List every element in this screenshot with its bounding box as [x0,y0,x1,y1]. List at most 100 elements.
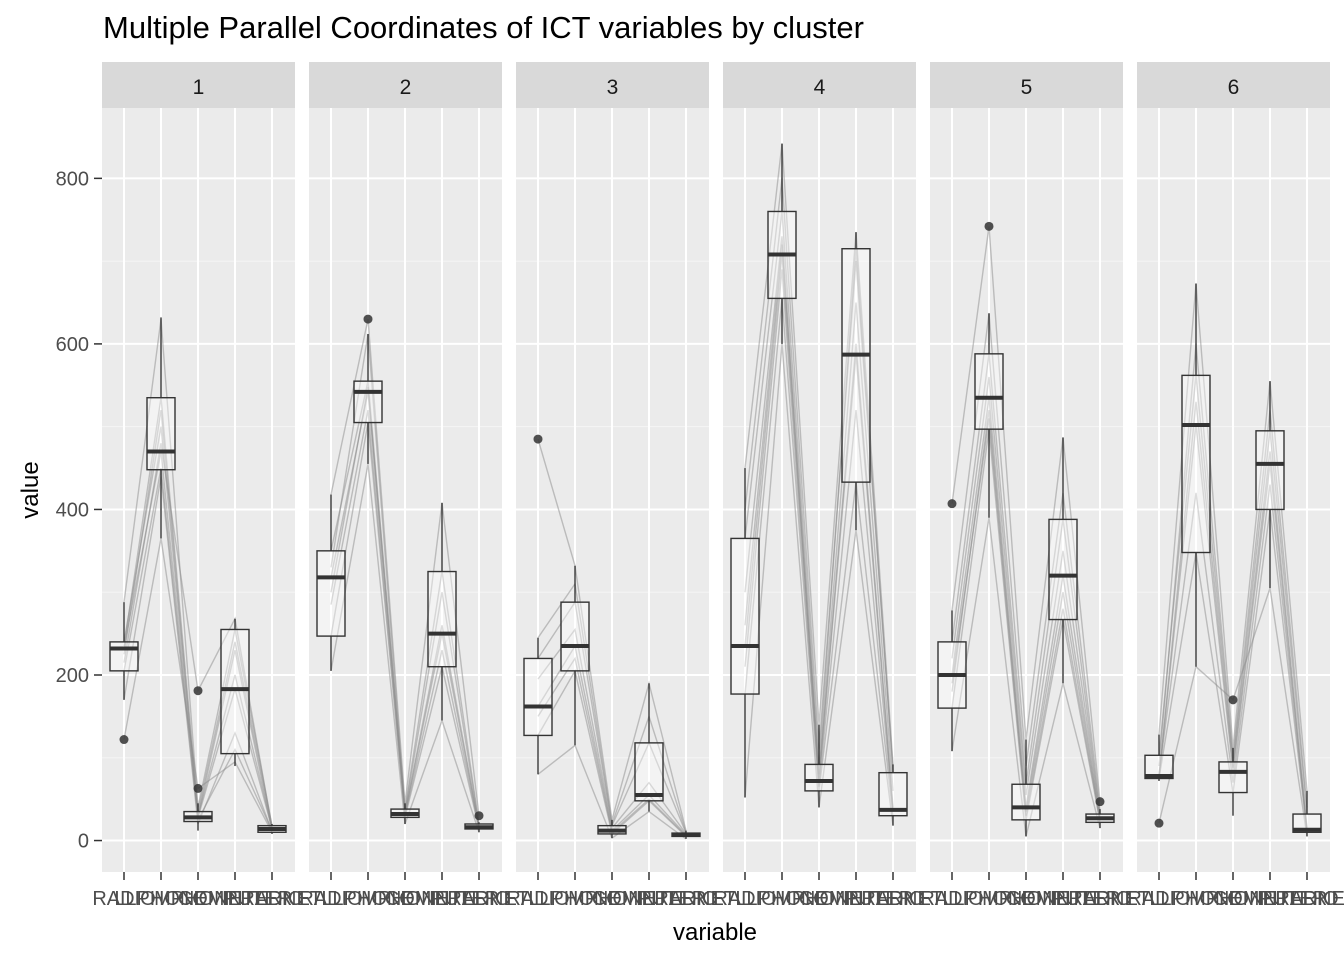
x-tick-label-4-radio: RADIO [713,888,776,910]
outlier-point [119,735,129,745]
box-iqr [1181,374,1211,554]
series-line-6-4 [1158,283,1308,791]
y-tick-label-400: 400 [56,499,89,521]
x-tick-label-5-truncated: RADIO [1068,888,1131,910]
box-iqr [316,550,346,637]
x-tick-label-5-mphone: MPHONE [982,888,1070,910]
strip-1 [102,62,295,108]
y-tick-label-800: 800 [56,168,89,190]
box-5-5 [1085,797,1115,829]
box-2-3 [390,803,420,824]
x-tick-label-4-computer: COMPUTER [799,888,913,910]
strip-label-6: 6 [1228,76,1240,99]
box-iqr [523,657,553,737]
chart-title: Multiple Parallel Coordinates of ICT var… [103,10,864,45]
series-line-6-7 [1158,484,1308,831]
x-tick-label-3-radio: RADIO [506,888,569,910]
x-tick-label-2-truncated: RADIO [447,888,510,910]
strip-label-3: 3 [607,76,619,99]
box-6-1 [1144,734,1174,828]
outlier-point [363,314,373,324]
x-tick-label-6-llphone: LLPHONE [1149,888,1242,910]
box-iqr [841,248,871,483]
x-tick-label-4-internet: INTERNET [843,888,943,910]
x-tick-label-5-radio: RADIO [920,888,983,910]
outlier-point [533,434,543,444]
x-tick-label-1-truncated: RADIO [240,888,303,910]
y-tick-label-0: 0 [78,831,89,853]
x-tick-label-3-internet: INTERNET [636,888,736,910]
panel-6: 6RADIOLLPHONEMPHONECOMPUTERINTERNETRADIO [1127,62,1344,910]
box-iqr [804,763,834,792]
x-tick-label-4-mphone: MPHONE [775,888,863,910]
x-tick-label-6-computer: COMPUTER [1213,888,1327,910]
series-line-4-9 [744,244,894,808]
strip-6 [1137,62,1330,108]
strip-label-5: 5 [1021,76,1033,99]
x-tick-label-2-internet: INTERNET [429,888,529,910]
box-6-3 [1218,695,1248,816]
strip-2 [309,62,502,108]
box-4-1 [730,468,760,798]
outlier-point [474,811,484,821]
outlier-point [1228,695,1238,705]
x-tick-label-4-truncated: RADIO [861,888,924,910]
box-iqr [634,742,664,802]
box-6-2 [1181,283,1211,667]
outlier-point [1095,797,1105,807]
y-tick-label-200: 200 [56,665,89,687]
box-iqr [220,628,250,755]
box-4-4 [841,232,871,531]
x-axis-title: variable [673,919,757,946]
x-tick-label-5-computer: COMPUTER [1006,888,1120,910]
strip-label-4: 4 [814,76,826,99]
box-iqr [109,641,139,672]
strip-5 [930,62,1123,108]
strip-label-1: 1 [193,76,205,99]
box-5-1 [937,499,967,752]
box-iqr [1255,430,1285,511]
box-2-5 [464,811,494,833]
box-iqr [1292,813,1322,833]
x-tick-label-3-computer: COMPUTER [592,888,706,910]
strip-4 [723,62,916,108]
y-tick-label-600: 600 [56,334,89,356]
box-iqr [146,397,176,471]
box-4-2 [767,143,797,344]
box-iqr [1048,518,1078,621]
x-tick-label-2-computer: COMPUTER [385,888,499,910]
box-5-2 [974,221,1004,518]
x-tick-label-3-llphone: LLPHONE [528,888,621,910]
x-tick-label-2-radio: RADIO [299,888,362,910]
box-iqr [353,380,383,424]
x-tick-label-6-internet: INTERNET [1257,888,1344,910]
x-tick-label-4-llphone: LLPHONE [735,888,828,910]
box-4-5 [878,764,908,826]
series-line-5-9 [951,418,1101,821]
series-line-3-5 [537,744,687,840]
box-1-2 [146,317,176,539]
box-iqr [1218,761,1248,794]
x-tick-label-6-mphone: MPHONE [1189,888,1277,910]
series-line-4-7 [744,269,894,812]
y-axis: 0 200 400 600 800 [56,168,102,853]
outlier-point [984,221,994,231]
x-tick-label-2-llphone: LLPHONE [321,888,414,910]
box-2-4 [427,502,457,721]
box-5-4 [1048,437,1078,684]
box-iqr [560,601,590,672]
x-tick-label-3-truncated: RADIO [654,888,717,910]
box-1-1 [109,602,139,745]
x-tick-label-1-computer: COMPUTER [178,888,292,910]
box-5-3 [1011,739,1041,837]
series-line-2-5 [330,463,480,833]
box-iqr [427,570,457,668]
box-iqr [974,353,1004,430]
box-1-4 [220,618,250,767]
box-iqr [1144,754,1174,780]
